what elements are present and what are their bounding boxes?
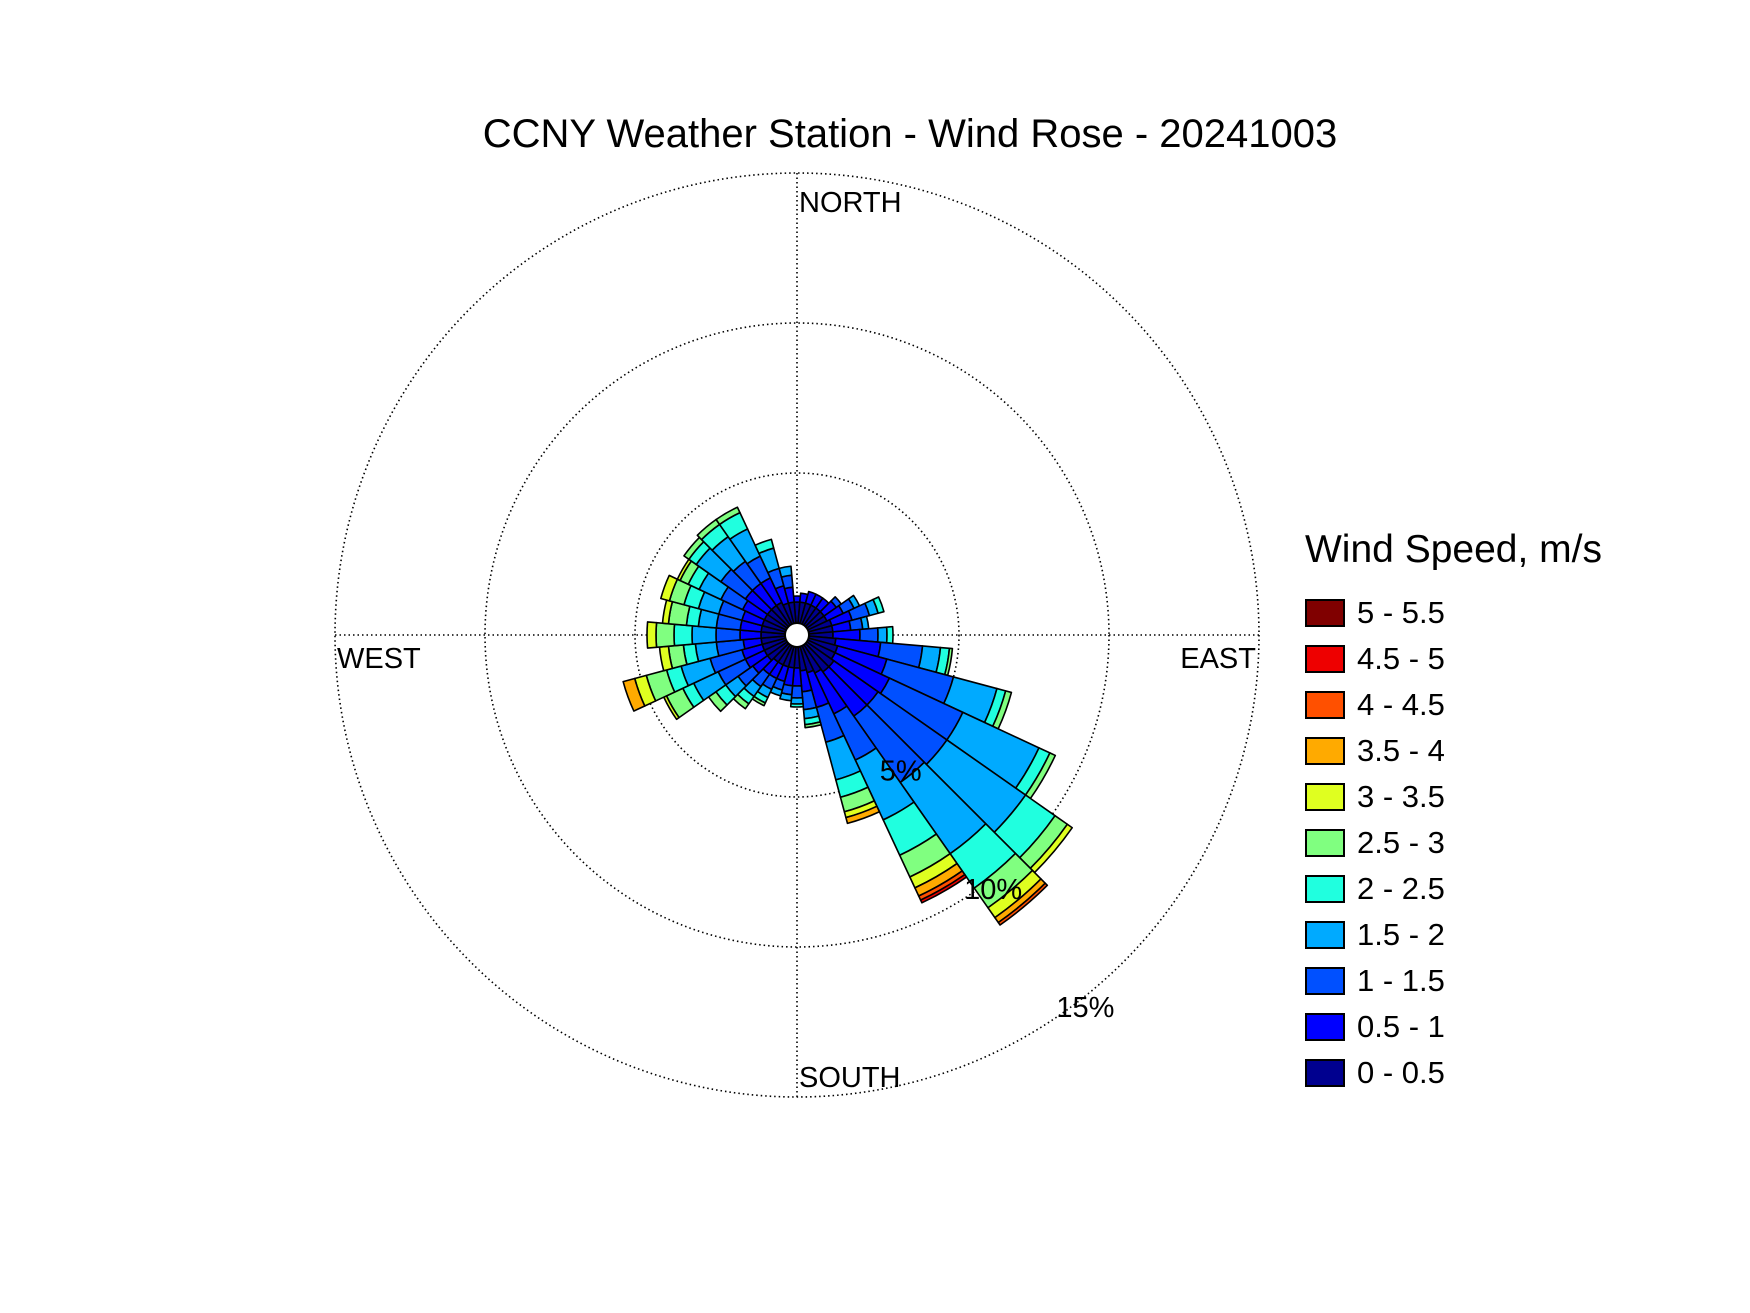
legend-item: 3.5 - 4 bbox=[1305, 728, 1602, 774]
legend-label: 4.5 - 5 bbox=[1357, 641, 1445, 676]
wind-sector-270-bin-4 bbox=[673, 623, 694, 647]
legend-label: 0.5 - 1 bbox=[1357, 1009, 1445, 1044]
legend-item: 0.5 - 1 bbox=[1305, 1004, 1602, 1050]
wind-sector-270-bin-5 bbox=[655, 621, 676, 649]
legend-swatch bbox=[1305, 783, 1345, 811]
legend-swatch bbox=[1305, 645, 1345, 673]
polar-labels: NORTH SOUTH EAST WEST 5% 10% 15% bbox=[337, 187, 1256, 1094]
wind-sector-160-bin-7 bbox=[845, 805, 881, 825]
wind-sector-250-bin-7 bbox=[622, 677, 646, 712]
legend: Wind Speed, m/s 5 - 5.5 4.5 - 5 4 - 4.5 3.5… bbox=[1305, 528, 1602, 1096]
legend-item: 1.5 - 2 bbox=[1305, 912, 1602, 958]
legend-label: 2 - 2.5 bbox=[1357, 871, 1445, 906]
legend-item: 1 - 1.5 bbox=[1305, 958, 1602, 1004]
wind-sector-70-bin-4 bbox=[872, 596, 885, 615]
legend-item: 0 - 0.5 bbox=[1305, 1050, 1602, 1096]
chart-title: CCNY Weather Station - Wind Rose - 20241… bbox=[482, 112, 1338, 156]
wind-sectors bbox=[622, 506, 1074, 926]
legend-label: 5 - 5.5 bbox=[1357, 595, 1445, 630]
wind-sector-330-bin-5 bbox=[715, 506, 741, 526]
legend-item: 2.5 - 3 bbox=[1305, 820, 1602, 866]
radial-label-10: 10% bbox=[964, 874, 1022, 906]
legend-label: 3.5 - 4 bbox=[1357, 733, 1445, 768]
legend-swatch bbox=[1305, 967, 1345, 995]
wind-sector-140-bin-8 bbox=[997, 882, 1049, 926]
wind-sector-180-bin-4 bbox=[789, 702, 805, 708]
wind-sector-80-bin-3 bbox=[859, 615, 870, 631]
radial-label-15: 15% bbox=[1056, 992, 1114, 1024]
wind-sector-180-bin-3 bbox=[790, 696, 804, 705]
radial-label-5: 5% bbox=[880, 756, 922, 788]
legend-label: 3 - 3.5 bbox=[1357, 779, 1445, 814]
legend-item: 4.5 - 5 bbox=[1305, 636, 1602, 682]
legend-title: Wind Speed, m/s bbox=[1305, 528, 1602, 571]
legend-label: 2.5 - 3 bbox=[1357, 825, 1445, 860]
label-south: SOUTH bbox=[799, 1062, 901, 1094]
wind-sector-150-bin-9 bbox=[919, 873, 968, 904]
legend-swatch bbox=[1305, 691, 1345, 719]
legend-item: 5 - 5.5 bbox=[1305, 590, 1602, 636]
wind-sector-290-bin-6 bbox=[660, 574, 679, 602]
legend-swatch bbox=[1305, 829, 1345, 857]
wind-sector-350-bin-3 bbox=[778, 565, 793, 578]
grid-circle-5 bbox=[634, 472, 960, 798]
legend-item: 4 - 4.5 bbox=[1305, 682, 1602, 728]
wind-sector-90-bin-3 bbox=[876, 626, 888, 644]
legend-swatch bbox=[1305, 599, 1345, 627]
legend-swatch bbox=[1305, 1059, 1345, 1087]
center-hole bbox=[784, 622, 810, 648]
legend-items: 5 - 5.5 4.5 - 5 4 - 4.5 3.5 - 4 3 - 3.5 2.5 -… bbox=[1305, 590, 1602, 1096]
label-west: WEST bbox=[337, 643, 421, 675]
legend-label: 1 - 1.5 bbox=[1357, 963, 1445, 998]
wind-sector-90-bin-4 bbox=[885, 625, 894, 645]
legend-label: 1.5 - 2 bbox=[1357, 917, 1445, 952]
wind-sector-270-bin-3 bbox=[691, 625, 718, 645]
legend-item: 2 - 2.5 bbox=[1305, 866, 1602, 912]
wind-sector-170-bin-5 bbox=[804, 721, 822, 729]
label-east: EAST bbox=[1180, 643, 1256, 675]
wind-sector-270-bin-6 bbox=[646, 621, 658, 649]
legend-label: 0 - 0.5 bbox=[1357, 1055, 1445, 1090]
label-north: NORTH bbox=[799, 187, 902, 219]
legend-swatch bbox=[1305, 737, 1345, 765]
wind-sector-190-bin-3 bbox=[779, 692, 793, 702]
polar-grid bbox=[334, 172, 1260, 1098]
legend-item: 3 - 3.5 bbox=[1305, 774, 1602, 820]
legend-swatch bbox=[1305, 875, 1345, 903]
wind-sector-340-bin-4 bbox=[754, 538, 775, 555]
legend-swatch bbox=[1305, 921, 1345, 949]
legend-label: 4 - 4.5 bbox=[1357, 687, 1445, 722]
legend-swatch bbox=[1305, 1013, 1345, 1041]
